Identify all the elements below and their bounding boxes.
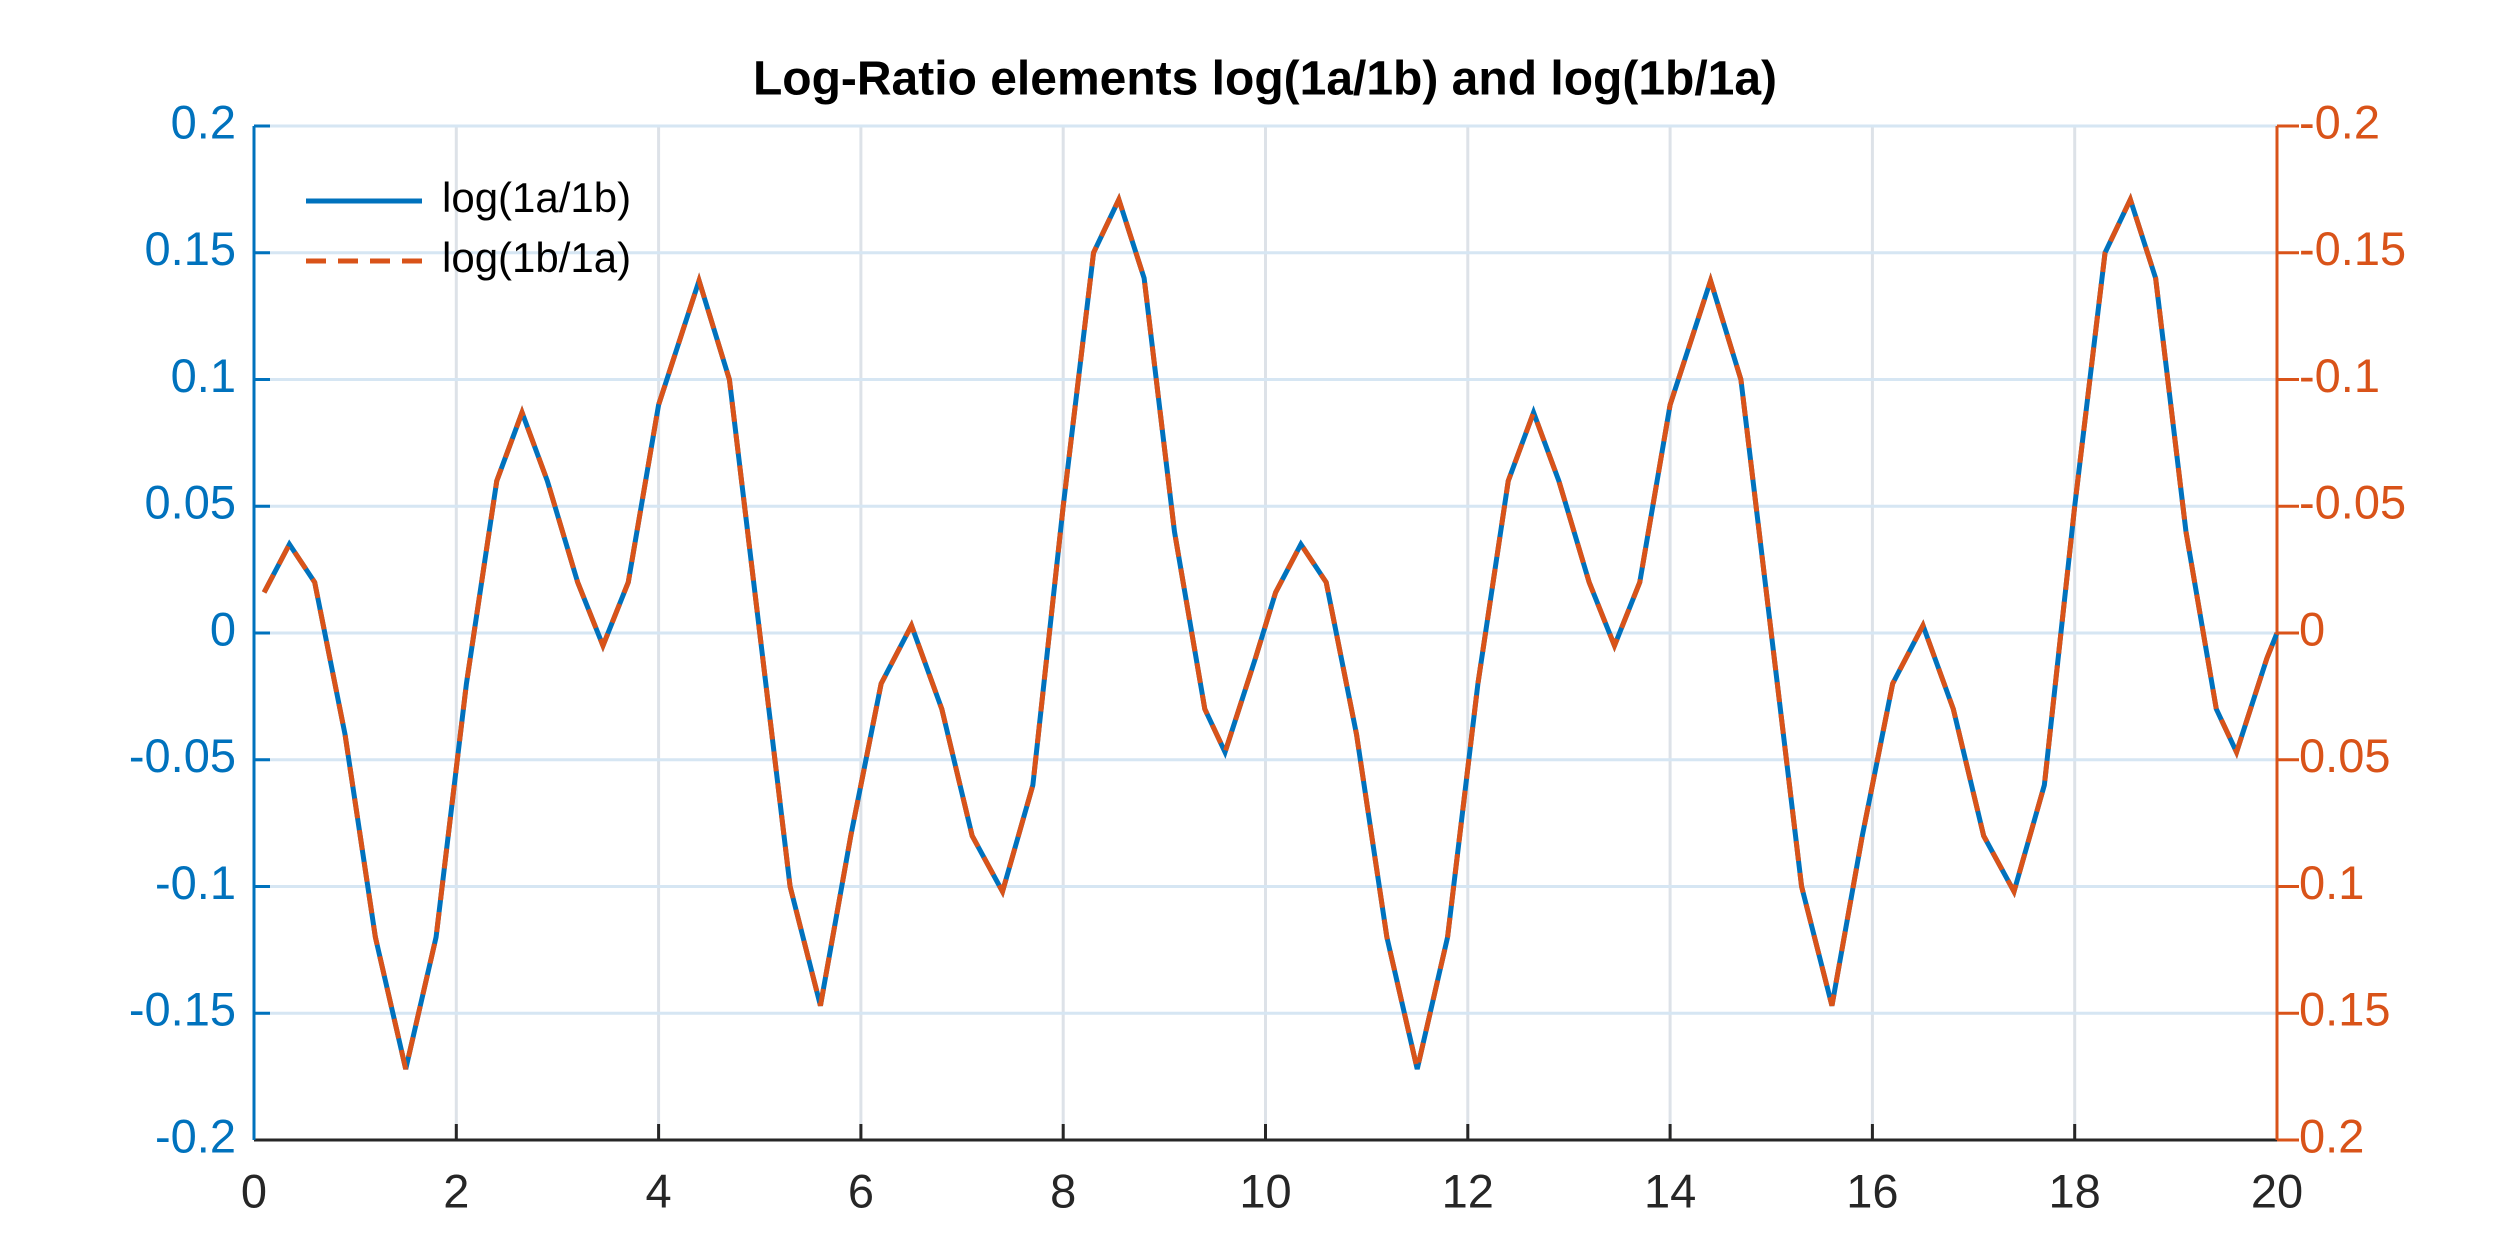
y-tick-label: -0.15: [129, 983, 236, 1036]
y-tick-label: -0.2: [155, 1109, 236, 1162]
x-tick-label: 16: [1846, 1164, 1898, 1217]
y-tick-label: 0: [210, 602, 236, 655]
x-tick-label: 14: [1644, 1164, 1696, 1217]
y2-tick-label: -0.05: [2299, 476, 2406, 529]
y-tick-label: 0.1: [171, 349, 236, 402]
x-tick-label: 8: [1050, 1164, 1076, 1217]
y2-tick-label: 0.15: [2299, 983, 2390, 1036]
x-tick-label: 2: [443, 1164, 469, 1217]
legend-label: log(1b/1a): [442, 234, 631, 281]
y2-tick-label: -0.15: [2299, 222, 2406, 275]
y-tick-label: 0.2: [171, 95, 236, 148]
y2-tick-label: 0.05: [2299, 729, 2390, 782]
chart-title: Log-Ratio elements log(1a/1b) and log(1b…: [753, 53, 1777, 106]
x-tick-label: 20: [2251, 1164, 2303, 1217]
y-tick-label: 0.05: [145, 476, 236, 529]
y2-tick-label: 0.1: [2299, 856, 2364, 909]
x-tick-label: 6: [848, 1164, 874, 1217]
x-tick-label: 10: [1239, 1164, 1291, 1217]
y2-tick-label: -0.1: [2299, 349, 2380, 402]
x-tick-label: 0: [241, 1164, 267, 1217]
y-tick-label: 0.15: [145, 222, 236, 275]
legend-label: log(1a/1b): [442, 174, 631, 221]
y-tick-label: -0.05: [129, 729, 236, 782]
x-tick-label: 4: [646, 1164, 672, 1217]
y2-tick-label: 0.2: [2299, 1109, 2364, 1162]
y-tick-label: -0.1: [155, 856, 236, 909]
series-line: [261, 192, 2280, 1070]
y2-tick-label: -0.2: [2299, 95, 2380, 148]
x-tick-label: 18: [2049, 1164, 2101, 1217]
x-tick-label: 12: [1442, 1164, 1494, 1217]
y2-tick-label: 0: [2299, 602, 2325, 655]
